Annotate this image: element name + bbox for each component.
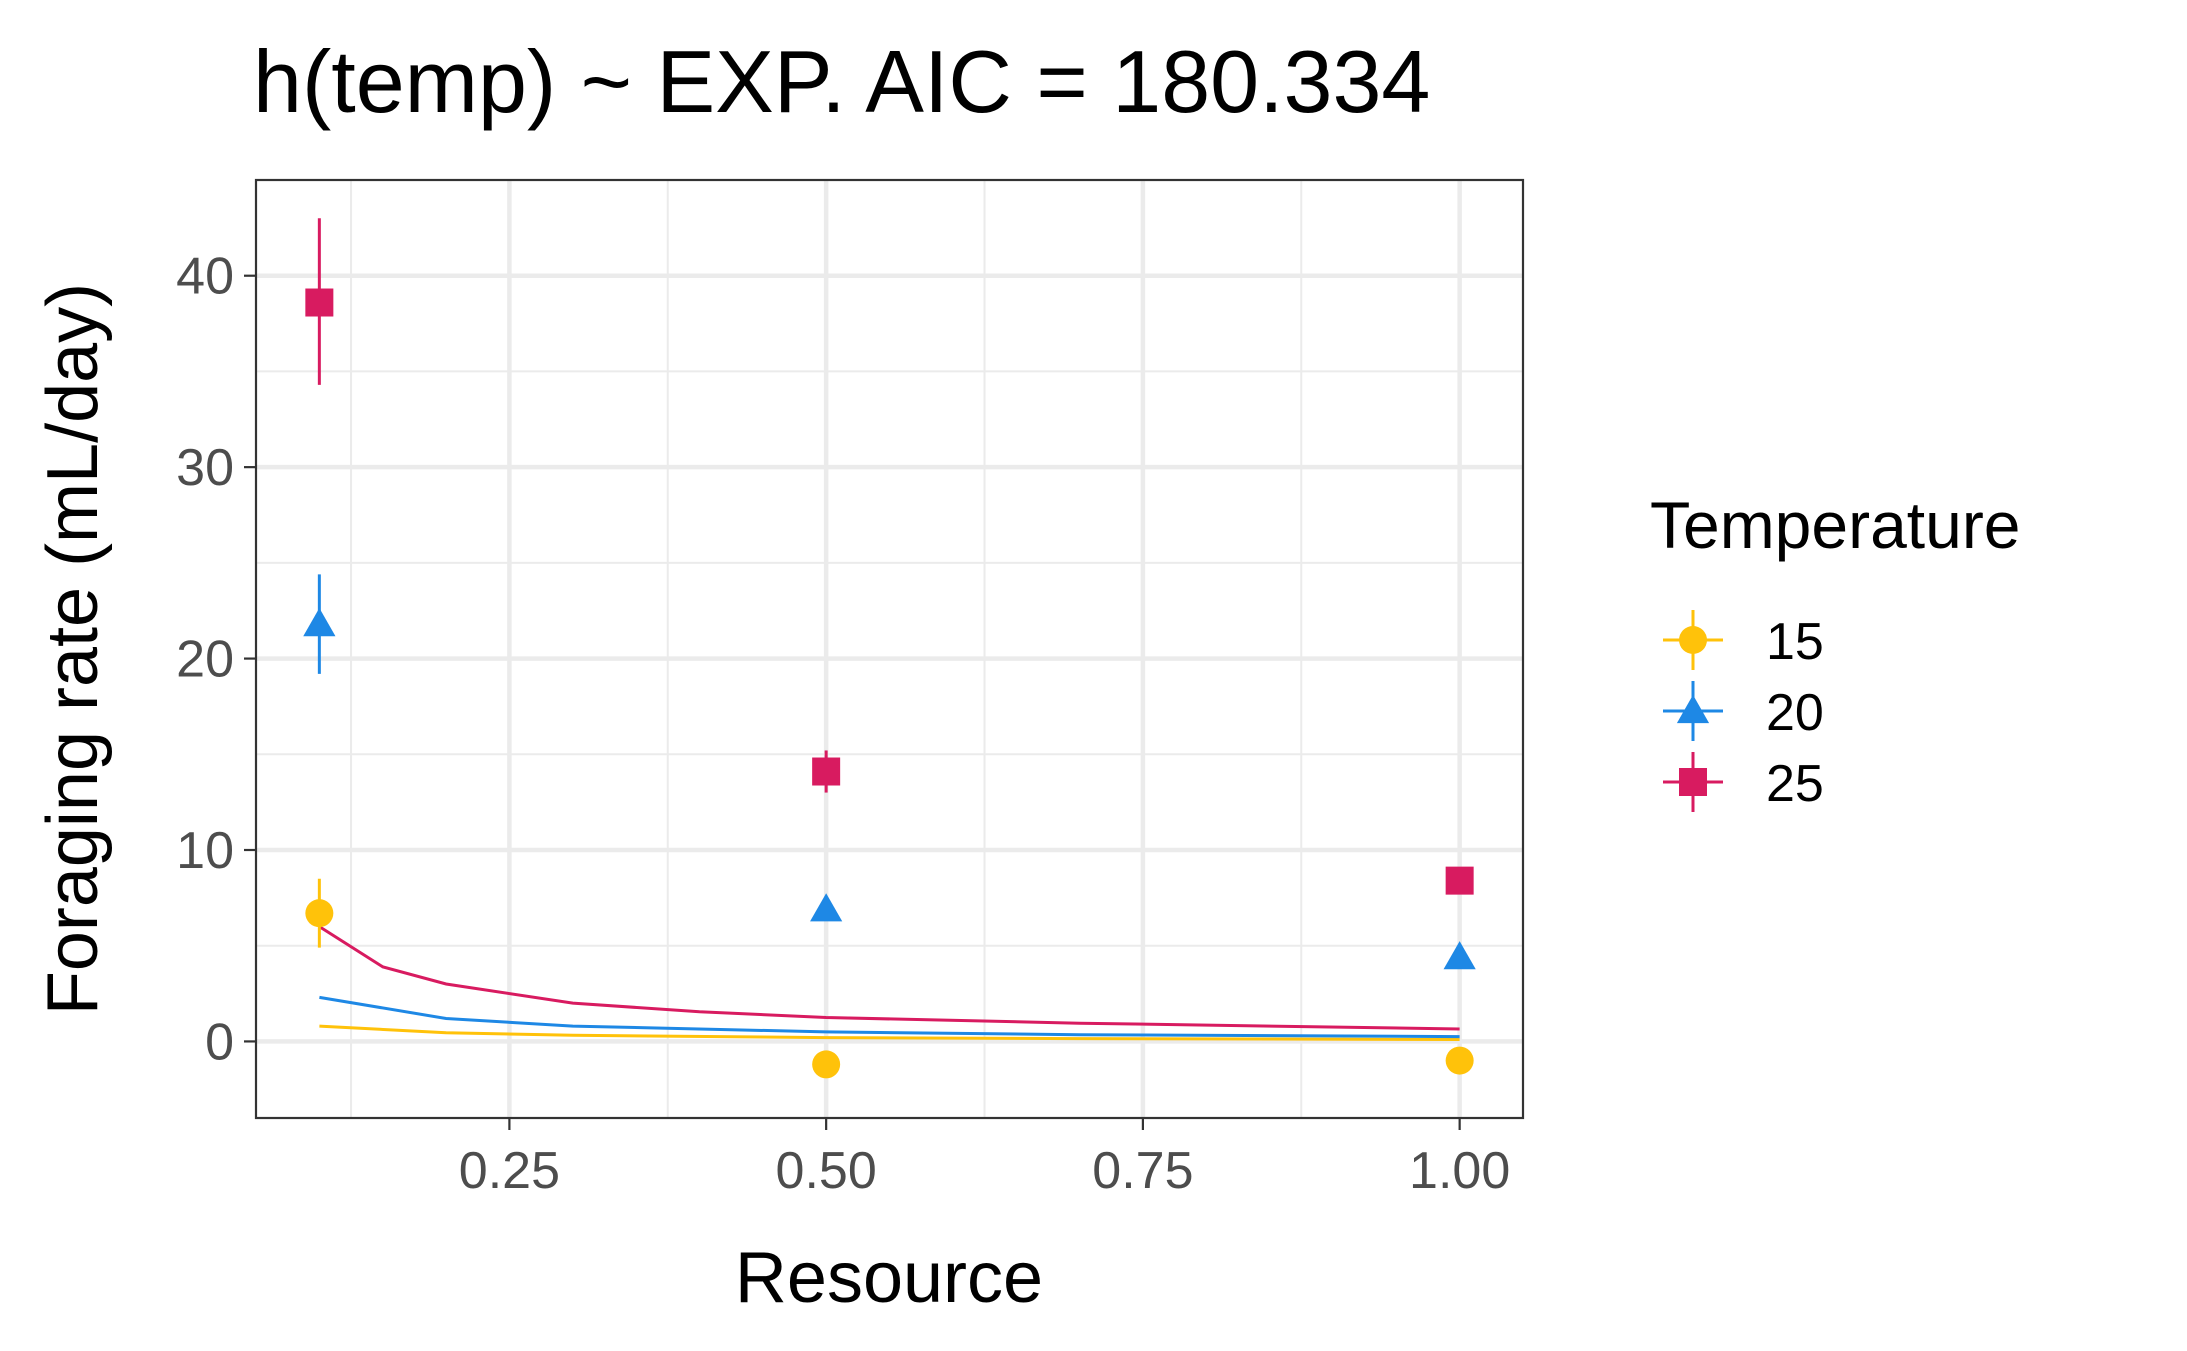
point-20	[810, 893, 843, 922]
data-points	[303, 288, 1476, 1079]
fit-curve-20	[319, 995, 1460, 1039]
fit-curve-15	[319, 1024, 1460, 1041]
point-20	[1443, 941, 1476, 970]
panel-border	[254, 178, 1525, 1120]
point-15	[812, 1050, 841, 1079]
legend-key-marker-15	[1679, 626, 1707, 654]
legend: Temperature 15 20 25	[1650, 488, 2021, 813]
plot-panel	[254, 178, 1525, 1120]
chart-title: h(temp) ~ EXP. AIC = 180.334	[253, 32, 1430, 131]
legend-items: 15 20 25	[1663, 610, 1824, 813]
point-15	[1445, 1046, 1474, 1075]
y-tick-label: 20	[176, 631, 234, 689]
legend-label-15: 15	[1766, 613, 1824, 671]
x-tick-label: 0.25	[459, 1142, 560, 1200]
point-25	[812, 757, 841, 786]
plot-background	[256, 180, 1523, 1118]
y-tick-label: 40	[176, 248, 234, 306]
legend-label-20: 20	[1766, 684, 1824, 742]
point-15	[305, 899, 334, 928]
legend-title: Temperature	[1650, 488, 2021, 562]
legend-label-25: 25	[1766, 755, 1824, 813]
point-25	[305, 288, 334, 317]
x-tick-label: 0.75	[1092, 1142, 1193, 1200]
x-tick-label: 0.50	[776, 1142, 877, 1200]
x-tick-label: 1.00	[1409, 1142, 1510, 1200]
y-tick-label: 30	[176, 439, 234, 497]
x-axis-ticks: 0.25 0.50 0.75 1.00	[459, 1118, 1510, 1200]
fitted-curves	[318, 925, 1460, 1041]
y-axis-ticks: 0 10 20 30 40	[176, 248, 256, 1071]
fit-curve-25	[318, 925, 1460, 1031]
legend-key-marker-25	[1679, 768, 1707, 796]
y-tick-label: 0	[205, 1013, 234, 1071]
x-axis-title: Resource	[735, 1238, 1043, 1318]
legend-key-marker-20	[1676, 694, 1710, 724]
y-axis-title: Foraging rate (mL/day)	[33, 283, 113, 1015]
y-tick-label: 10	[176, 822, 234, 880]
point-20	[303, 608, 336, 637]
point-25	[1445, 866, 1474, 895]
